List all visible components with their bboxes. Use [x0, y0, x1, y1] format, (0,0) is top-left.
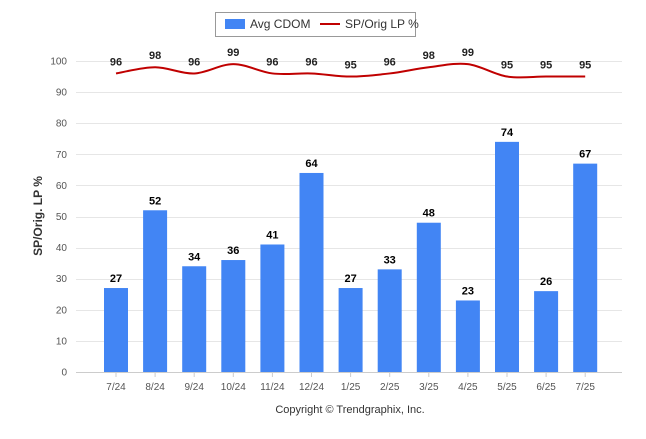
- bar-1-25: [338, 288, 363, 372]
- y-tick-label: 20: [56, 305, 68, 316]
- y-tick-label: 80: [56, 119, 68, 130]
- x-tick-label: 6/25: [536, 382, 556, 393]
- bar-series: [104, 141, 598, 372]
- bar-6-25: [534, 291, 559, 372]
- line-data-label: 98: [423, 50, 435, 62]
- legend-frame: [215, 12, 416, 37]
- bar-3-25: [416, 222, 441, 372]
- x-tick-label: 7/24: [106, 382, 126, 393]
- bar-5-25: [495, 141, 519, 372]
- bar-data-labels: 27 52 34 36 41 64 27 33 48 23 74 26 67: [110, 127, 591, 298]
- line-data-label: 95: [344, 60, 356, 72]
- line-data-label: 95: [540, 60, 552, 72]
- line-data-label: 95: [501, 60, 513, 72]
- x-tick-label: 8/24: [145, 382, 165, 393]
- x-tick-label: 11/24: [260, 382, 285, 393]
- bar-11-24: [260, 244, 285, 372]
- y-tick-label: 50: [56, 212, 68, 223]
- bar-data-label: 33: [384, 254, 396, 266]
- y-axis-ticks: 0 10 20 30 40 50 60 70 80 90 100: [50, 57, 67, 379]
- y-tick-label: 40: [56, 243, 68, 254]
- x-tick-label: 4/25: [458, 382, 478, 393]
- bar-data-label: 74: [501, 127, 514, 139]
- bar-data-label: 23: [462, 285, 474, 297]
- bar-8-24: [143, 210, 168, 372]
- x-tick-label: 12/24: [299, 382, 324, 393]
- line-data-label: 96: [266, 56, 278, 68]
- y-tick-label: 70: [56, 150, 68, 161]
- x-tick-label: 7/25: [575, 382, 595, 393]
- bar-12-24: [299, 172, 324, 372]
- x-tick-label: 1/25: [341, 382, 361, 393]
- x-tick-label: 2/25: [380, 382, 400, 393]
- line-series: [115, 62, 586, 79]
- y-tick-label: 100: [50, 57, 67, 68]
- bar-7-25: [573, 163, 598, 372]
- copyright-footer: Copyright © Trendgraphix, Inc.: [275, 404, 424, 416]
- bar-data-label: 67: [579, 149, 591, 161]
- bar-10-24: [221, 260, 246, 372]
- bar-data-label: 26: [540, 276, 552, 288]
- gridlines: [76, 61, 622, 373]
- legend-label-sp-orig-lp: SP/Orig LP %: [345, 17, 419, 31]
- y-tick-label: 10: [56, 336, 68, 347]
- y-tick-label: 60: [56, 181, 68, 192]
- legend-swatch-avg-cdom: [225, 19, 245, 29]
- legend: Avg CDOM SP/Orig LP %: [215, 12, 419, 37]
- bar-9-24: [182, 266, 207, 372]
- x-axis-ticks: 7/24 8/24 9/24 10/24 11/24 12/24 1/25 2/25 3/25 4…: [106, 372, 595, 393]
- sp-orig-lp-line: [115, 62, 586, 79]
- y-tick-label: 0: [61, 368, 67, 379]
- line-data-label: 98: [149, 50, 161, 62]
- x-tick-label: 10/24: [221, 382, 246, 393]
- x-tick-label: 5/25: [497, 382, 517, 393]
- bar-data-label: 34: [188, 251, 201, 263]
- x-tick-label: 3/25: [419, 382, 439, 393]
- line-data-label: 96: [110, 56, 122, 68]
- line-data-label: 99: [227, 47, 239, 59]
- y-tick-label: 30: [56, 274, 68, 285]
- y-tick-label: 90: [56, 88, 68, 99]
- line-data-label: 96: [384, 56, 396, 68]
- bar-data-label: 27: [344, 273, 356, 285]
- bar-data-label: 41: [266, 229, 278, 241]
- bar-data-label: 64: [305, 158, 318, 170]
- line-data-label: 96: [305, 56, 317, 68]
- bar-data-label: 27: [110, 273, 122, 285]
- bar-4-25: [455, 300, 480, 372]
- line-data-label: 96: [188, 56, 200, 68]
- bar-2-25: [377, 269, 402, 372]
- bar-data-label: 48: [423, 208, 435, 220]
- line-data-label: 99: [462, 47, 474, 59]
- line-data-label: 95: [579, 60, 591, 72]
- line-data-labels: 96 98 96 99 96 96 95 96 98 99 95 95 95: [110, 47, 591, 71]
- y-axis-title: SP/Orig. LP %: [31, 176, 45, 256]
- bar-data-label: 52: [149, 195, 161, 207]
- bar-7-24: [104, 288, 128, 372]
- legend-label-avg-cdom: Avg CDOM: [250, 17, 310, 31]
- x-tick-label: 9/24: [184, 382, 204, 393]
- bar-data-label: 36: [227, 245, 239, 257]
